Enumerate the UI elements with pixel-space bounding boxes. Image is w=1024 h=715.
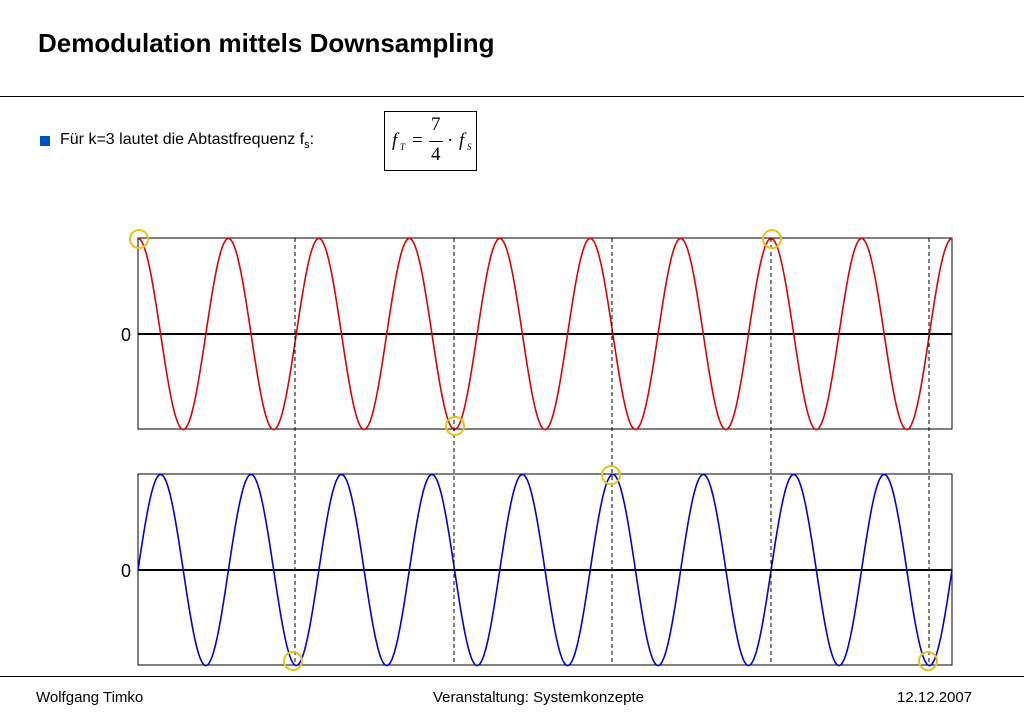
footer-event: Veranstaltung: Systemkonzepte	[433, 689, 644, 706]
bullet-text-colon: :	[309, 131, 315, 148]
sample-marker-circle	[762, 229, 782, 249]
sample-lines	[294, 238, 930, 665]
formula-box: f T = 7 4 · f S	[384, 111, 477, 171]
bullet-square-icon	[40, 136, 50, 147]
bullet-text-subscript: s	[304, 139, 310, 152]
formula-equals: =	[412, 130, 423, 151]
signal-series	[137, 237, 953, 431]
slide-title: Demodulation mittels Downsampling	[38, 28, 495, 58]
formula-operator: ·	[447, 130, 454, 151]
sample-marker-circle	[601, 465, 621, 485]
y-tick-label: 0	[121, 561, 131, 581]
sample-marker-circle	[129, 229, 149, 249]
formula-lhs-subscript: T	[400, 142, 406, 152]
sample-marker-circle	[918, 651, 938, 671]
formula-denominator: 4	[431, 144, 441, 165]
sample-marker-circle	[283, 651, 303, 671]
signal-series	[137, 473, 953, 667]
formula-numerator: 7	[431, 114, 441, 135]
formula-rhs-symbol: f	[459, 130, 465, 151]
footer-date: 12.12.2007	[897, 689, 973, 706]
sample-marker-circle	[445, 416, 465, 436]
sample-markers	[129, 229, 938, 671]
bottom-plot: 0	[121, 473, 953, 667]
bullet-text: Für k=3 lautet die Abtastfrequenz fs:	[60, 131, 314, 151]
bullet-item: Für k=3 lautet die Abtastfrequenz fs:	[40, 131, 314, 151]
header-divider	[0, 96, 1024, 97]
footer-divider	[0, 676, 1024, 677]
y-tick-label: 0	[121, 325, 131, 345]
formula-lhs-symbol: f	[392, 130, 398, 151]
bullet-text-main: Für k=3 lautet die Abtastfrequenz f	[60, 131, 305, 148]
footer-author: Wolfgang Timko	[36, 689, 144, 706]
top-plot: 0	[121, 237, 953, 431]
formula-fraction-bar	[429, 141, 443, 142]
formula-rhs-subscript: S	[467, 142, 472, 152]
